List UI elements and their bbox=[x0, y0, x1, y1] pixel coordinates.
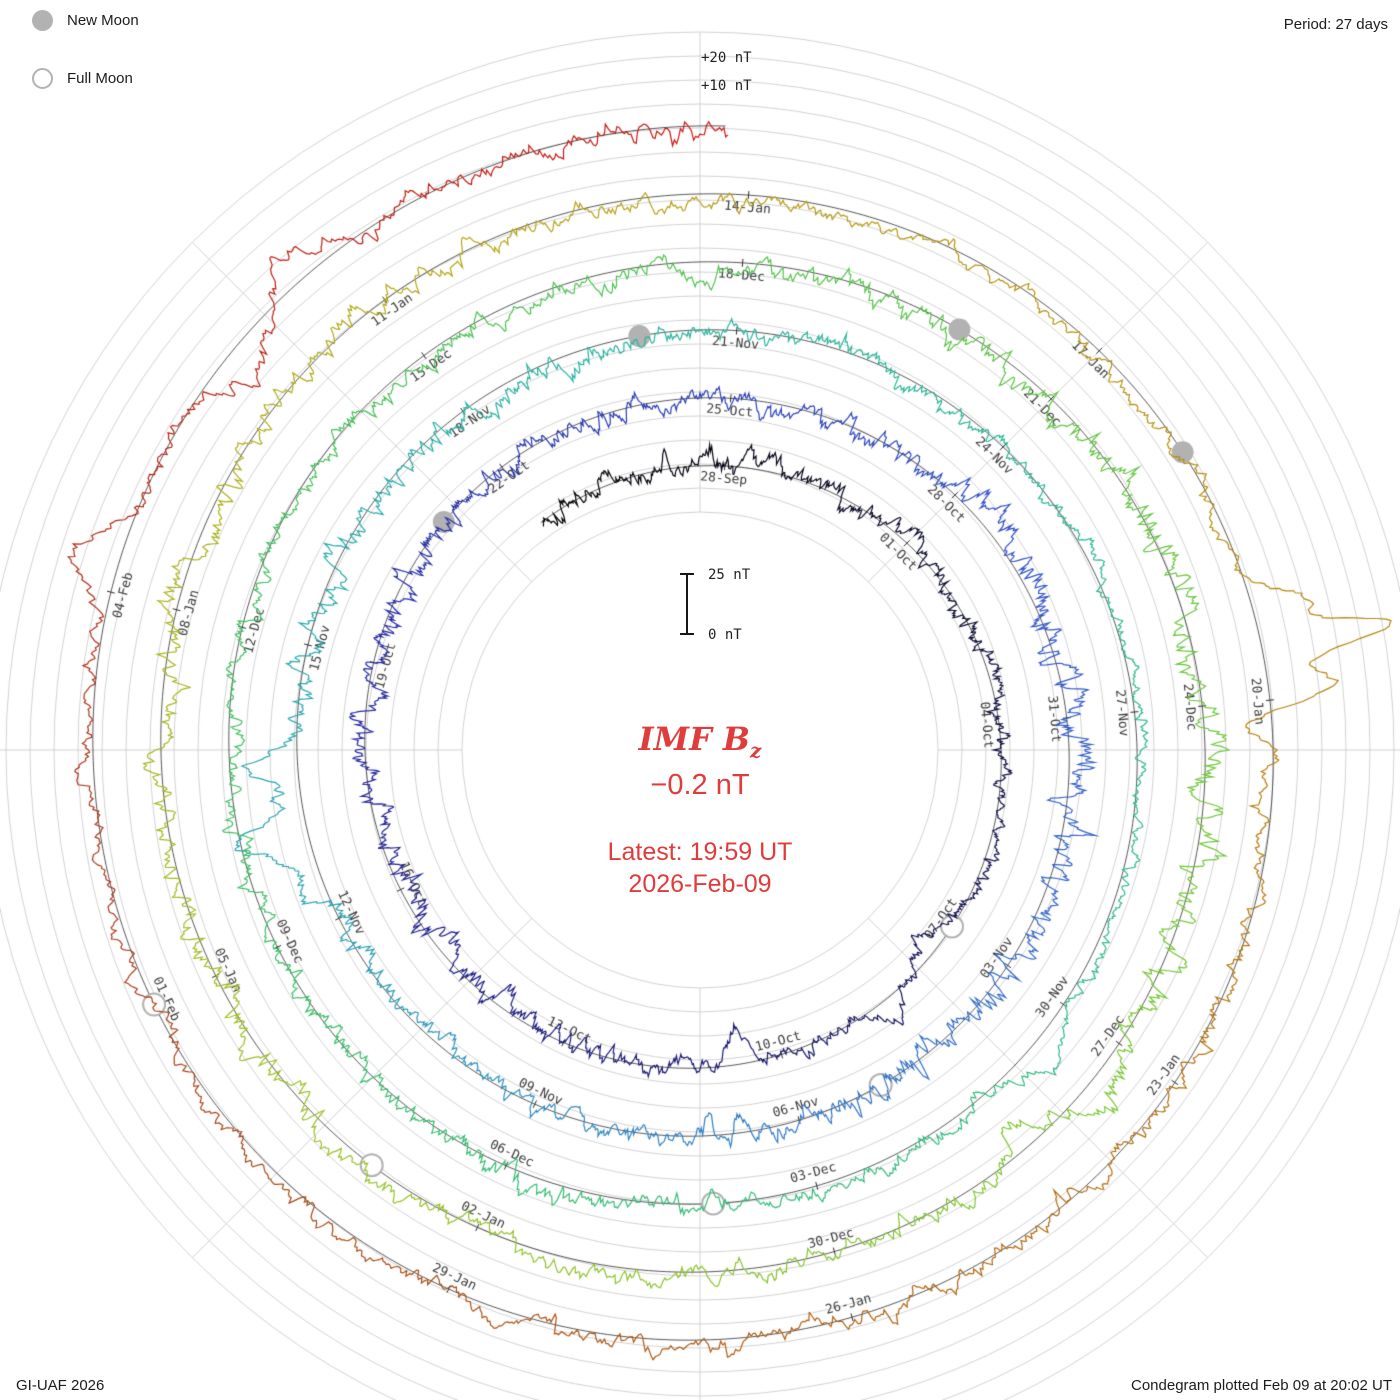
legend-full-moon: Full Moon bbox=[32, 68, 133, 89]
current-value: −0.2 nT bbox=[650, 769, 750, 802]
scale-bar-top-cap bbox=[680, 573, 694, 575]
scale-top-label: 25 nT bbox=[708, 567, 751, 583]
center-annotation: IMF Bz −0.2 nT Latest: 19:59 UT 2026-Feb… bbox=[0, 720, 1400, 899]
outer-scale-plus10-label: +10 nT bbox=[701, 78, 752, 94]
plot-timestamp: Condegram plotted Feb 09 at 20:02 UT bbox=[1131, 1377, 1392, 1394]
legend-new-moon: New Moon bbox=[32, 10, 139, 31]
latest-time: Latest: 19:59 UT bbox=[607, 838, 793, 867]
nt-scale-bar: 25 nT 0 nT bbox=[680, 567, 780, 643]
latest-date: 2026-Feb-09 bbox=[628, 870, 772, 899]
parameter-subscript: z bbox=[749, 738, 762, 763]
new-moon-label: New Moon bbox=[67, 12, 139, 29]
scale-bar-line bbox=[686, 574, 688, 634]
full-moon-icon bbox=[32, 68, 53, 89]
scale-bar-bottom-cap bbox=[680, 633, 694, 635]
source-credit: GI-UAF 2026 bbox=[16, 1377, 105, 1394]
parameter-title: IMF Bz bbox=[0, 720, 1400, 763]
period-label: Period: 27 days bbox=[1283, 16, 1388, 33]
new-moon-icon bbox=[32, 10, 53, 31]
scale-bottom-label: 0 nT bbox=[708, 627, 742, 643]
full-moon-label: Full Moon bbox=[67, 70, 133, 87]
outer-scale-plus20-label: +20 nT bbox=[701, 50, 752, 66]
parameter-name: IMF B bbox=[638, 720, 750, 758]
